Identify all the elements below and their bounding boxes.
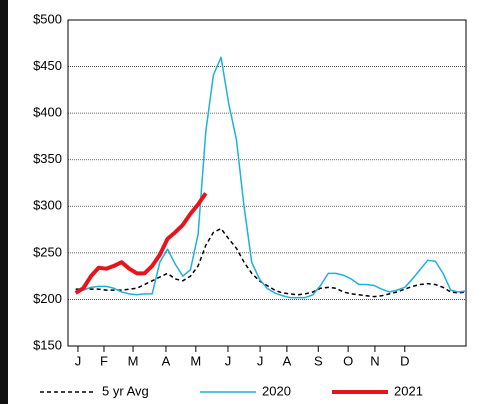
x-tick-label: S [314,353,323,368]
x-tick-label: J [225,353,232,368]
x-tick-label: J [257,353,264,368]
x-tick-label: F [100,353,108,368]
x-tick-label: J [75,353,82,368]
y-tick-label: $400 [33,105,62,120]
x-tick-label: N [370,353,379,368]
x-tick-label: D [400,353,409,368]
series-line [74,192,208,295]
x-tick-label: A [162,353,171,368]
x-tick-label: M [190,353,201,368]
series-line [75,227,467,298]
left-edge [0,0,8,404]
plot-border [67,19,467,347]
y-tick-label: $250 [33,244,62,259]
y-tick-label: $150 [33,337,62,352]
legend-label: 2020 [262,383,291,398]
legend-label: 5 yr Avg [102,383,149,398]
x-tick-label: A [283,353,292,368]
x-tick-label: O [343,353,353,368]
y-tick-label: $350 [33,151,62,166]
series-line [75,56,467,299]
x-tick-label: M [128,353,139,368]
y-tick-label: $300 [33,198,62,213]
y-tick-label: $200 [33,291,62,306]
legend-label: 2021 [394,383,423,398]
y-tick-label: $450 [33,58,62,73]
y-tick-label: $500 [33,11,62,26]
